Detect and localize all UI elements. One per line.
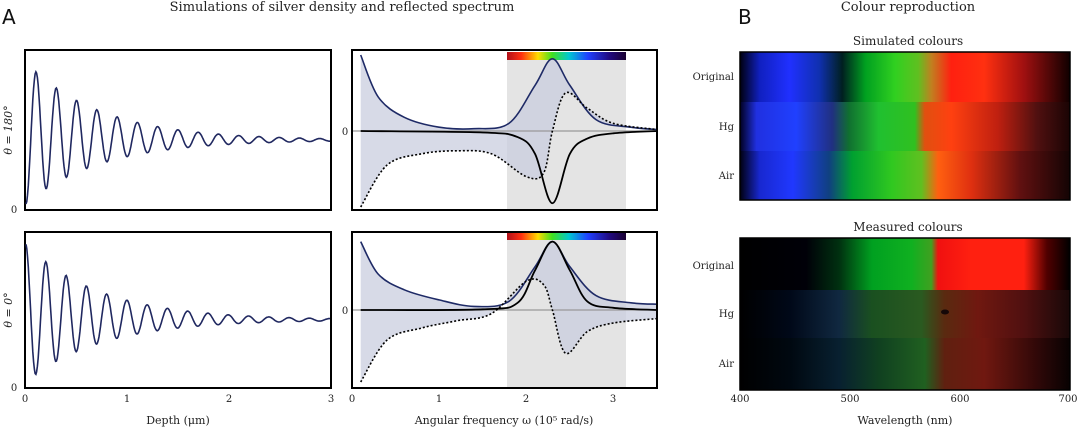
spectrum-tick-3: 3 — [610, 394, 616, 405]
measured-frame — [739, 237, 1071, 391]
depth-tick-0: 0 — [22, 394, 28, 405]
simulated-row-hg — [740, 102, 1070, 151]
depth-plot-0-frame — [24, 231, 332, 389]
spectrum-0-navy-curve — [359, 240, 658, 308]
wavelength-tick-600: 600 — [950, 394, 969, 405]
spectrum-0-dotted-curve — [360, 278, 658, 383]
measured-defect-spot — [941, 309, 949, 315]
depth-tick-3: 3 — [328, 394, 334, 405]
depth-curve-0 — [25, 244, 330, 376]
depth-plot-0: 0 θ = 0° 0 1 2 3 Depth (μm) — [2, 231, 334, 427]
spectrum-tick-1: 1 — [436, 394, 442, 405]
depth-plot-180-frame — [24, 49, 332, 211]
depth-plot-0-zero: 0 — [11, 383, 17, 394]
spectrum-0-colorbar — [507, 232, 626, 240]
wavelength-tick-500: 500 — [840, 394, 859, 405]
simulated-colours: Simulated colours Original Hg Air — [693, 34, 1071, 201]
depth-plot-0-ylabel: θ = 0° — [2, 292, 15, 327]
simulated-frame — [739, 51, 1071, 201]
panel-a-title: Simulations of silver density and reflec… — [170, 0, 515, 15]
spectrum-180-black-curve — [360, 130, 658, 205]
spectrum-plot-0: 0 0 1 2 3 Angular frequency ω (10⁵ rad/s… — [342, 231, 658, 427]
spectrum-plot-180: 0 — [342, 49, 658, 211]
simulated-title: Simulated colours — [853, 34, 963, 48]
spectrum-180-zero: 0 — [342, 127, 348, 138]
depth-x-ticks: 0 1 2 3 — [22, 394, 334, 405]
spectrum-180-dotted-curve — [360, 91, 658, 208]
wavelength-xlabel: Wavelength (nm) — [858, 414, 953, 427]
depth-curve-180 — [25, 69, 330, 205]
spectrum-tick-0: 0 — [349, 394, 355, 405]
spectrum-180-navy-curve — [359, 54, 658, 131]
measured-label-original: Original — [693, 261, 734, 272]
wavelength-tick-700: 700 — [1058, 394, 1077, 405]
spectrum-0-zero: 0 — [342, 306, 348, 317]
wavelength-x-ticks: 400 500 600 700 — [730, 394, 1077, 405]
depth-plot-180: 0 θ = 180° — [2, 49, 332, 216]
spectrum-tick-2: 2 — [523, 394, 529, 405]
simulated-row-air — [740, 151, 1070, 200]
panel-b-title: Colour reproduction — [841, 0, 976, 15]
spectrum-plot-0-frame — [351, 231, 658, 389]
depth-tick-1: 1 — [124, 394, 130, 405]
spectrum-180-colorbar — [507, 52, 626, 60]
measured-label-air: Air — [718, 359, 734, 370]
depth-tick-2: 2 — [226, 394, 232, 405]
measured-title: Measured colours — [853, 220, 962, 234]
simulated-label-air: Air — [718, 171, 734, 182]
spectrum-0-black-curve — [360, 240, 658, 311]
spectrum-0-shade — [360, 241, 657, 382]
depth-xlabel: Depth (μm) — [146, 414, 210, 427]
measured-row-air — [740, 338, 1070, 390]
panel-letter-a: A — [2, 5, 16, 29]
simulated-label-original: Original — [693, 72, 734, 83]
simulated-row-original — [740, 52, 1070, 102]
spectrum-x-ticks: 0 1 2 3 — [349, 394, 616, 405]
spectrum-plot-180-frame — [351, 49, 658, 211]
measured-colours: Measured colours Original Hg Air 400 500… — [693, 220, 1078, 427]
panel-letter-b: B — [738, 5, 752, 29]
depth-plot-180-ylabel: θ = 180° — [2, 105, 15, 154]
simulated-label-hg: Hg — [719, 122, 735, 133]
measured-row-hg — [740, 290, 1070, 338]
wavelength-tick-400: 400 — [730, 394, 749, 405]
measured-row-original — [740, 238, 1070, 290]
measured-label-hg: Hg — [719, 309, 735, 320]
depth-plot-180-zero: 0 — [11, 205, 17, 216]
spectrum-xlabel: Angular frequency ω (10⁵ rad/s) — [414, 414, 594, 427]
